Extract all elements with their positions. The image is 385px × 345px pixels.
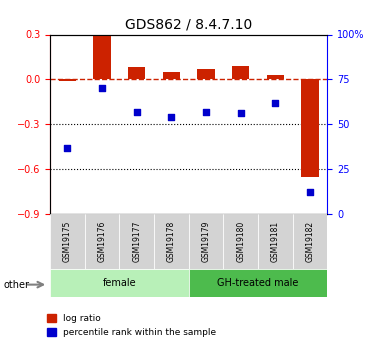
- FancyBboxPatch shape: [293, 214, 327, 269]
- Legend: log ratio, percentile rank within the sample: log ratio, percentile rank within the sa…: [43, 310, 219, 341]
- Text: GSM19176: GSM19176: [97, 221, 107, 262]
- Title: GDS862 / 8.4.7.10: GDS862 / 8.4.7.10: [125, 18, 252, 32]
- Text: GSM19178: GSM19178: [167, 221, 176, 262]
- Text: GSM19182: GSM19182: [305, 221, 315, 262]
- Point: [134, 109, 140, 115]
- Point: [307, 190, 313, 195]
- Point: [238, 111, 244, 116]
- Point: [168, 114, 174, 120]
- Point: [203, 109, 209, 115]
- Bar: [59, 79, 76, 81]
- Text: GSM19175: GSM19175: [63, 221, 72, 262]
- Bar: [128, 67, 145, 79]
- FancyBboxPatch shape: [50, 214, 85, 269]
- Text: other: other: [4, 280, 30, 289]
- FancyBboxPatch shape: [50, 269, 189, 297]
- Bar: [197, 69, 215, 79]
- FancyBboxPatch shape: [85, 214, 119, 269]
- Text: GSM19181: GSM19181: [271, 221, 280, 262]
- Bar: [162, 72, 180, 79]
- Point: [99, 86, 105, 91]
- Point: [64, 145, 70, 150]
- FancyBboxPatch shape: [189, 269, 327, 297]
- Text: GH-treated male: GH-treated male: [217, 278, 299, 288]
- Bar: [266, 75, 284, 79]
- Text: GSM19180: GSM19180: [236, 221, 245, 262]
- Bar: [301, 79, 318, 177]
- Point: [272, 100, 278, 106]
- FancyBboxPatch shape: [258, 214, 293, 269]
- Text: female: female: [102, 278, 136, 288]
- Text: GSM19179: GSM19179: [201, 221, 211, 262]
- Bar: [232, 66, 249, 79]
- FancyBboxPatch shape: [223, 214, 258, 269]
- FancyBboxPatch shape: [189, 214, 223, 269]
- FancyBboxPatch shape: [154, 214, 189, 269]
- Bar: [93, 36, 111, 79]
- FancyBboxPatch shape: [119, 214, 154, 269]
- Text: GSM19177: GSM19177: [132, 221, 141, 262]
